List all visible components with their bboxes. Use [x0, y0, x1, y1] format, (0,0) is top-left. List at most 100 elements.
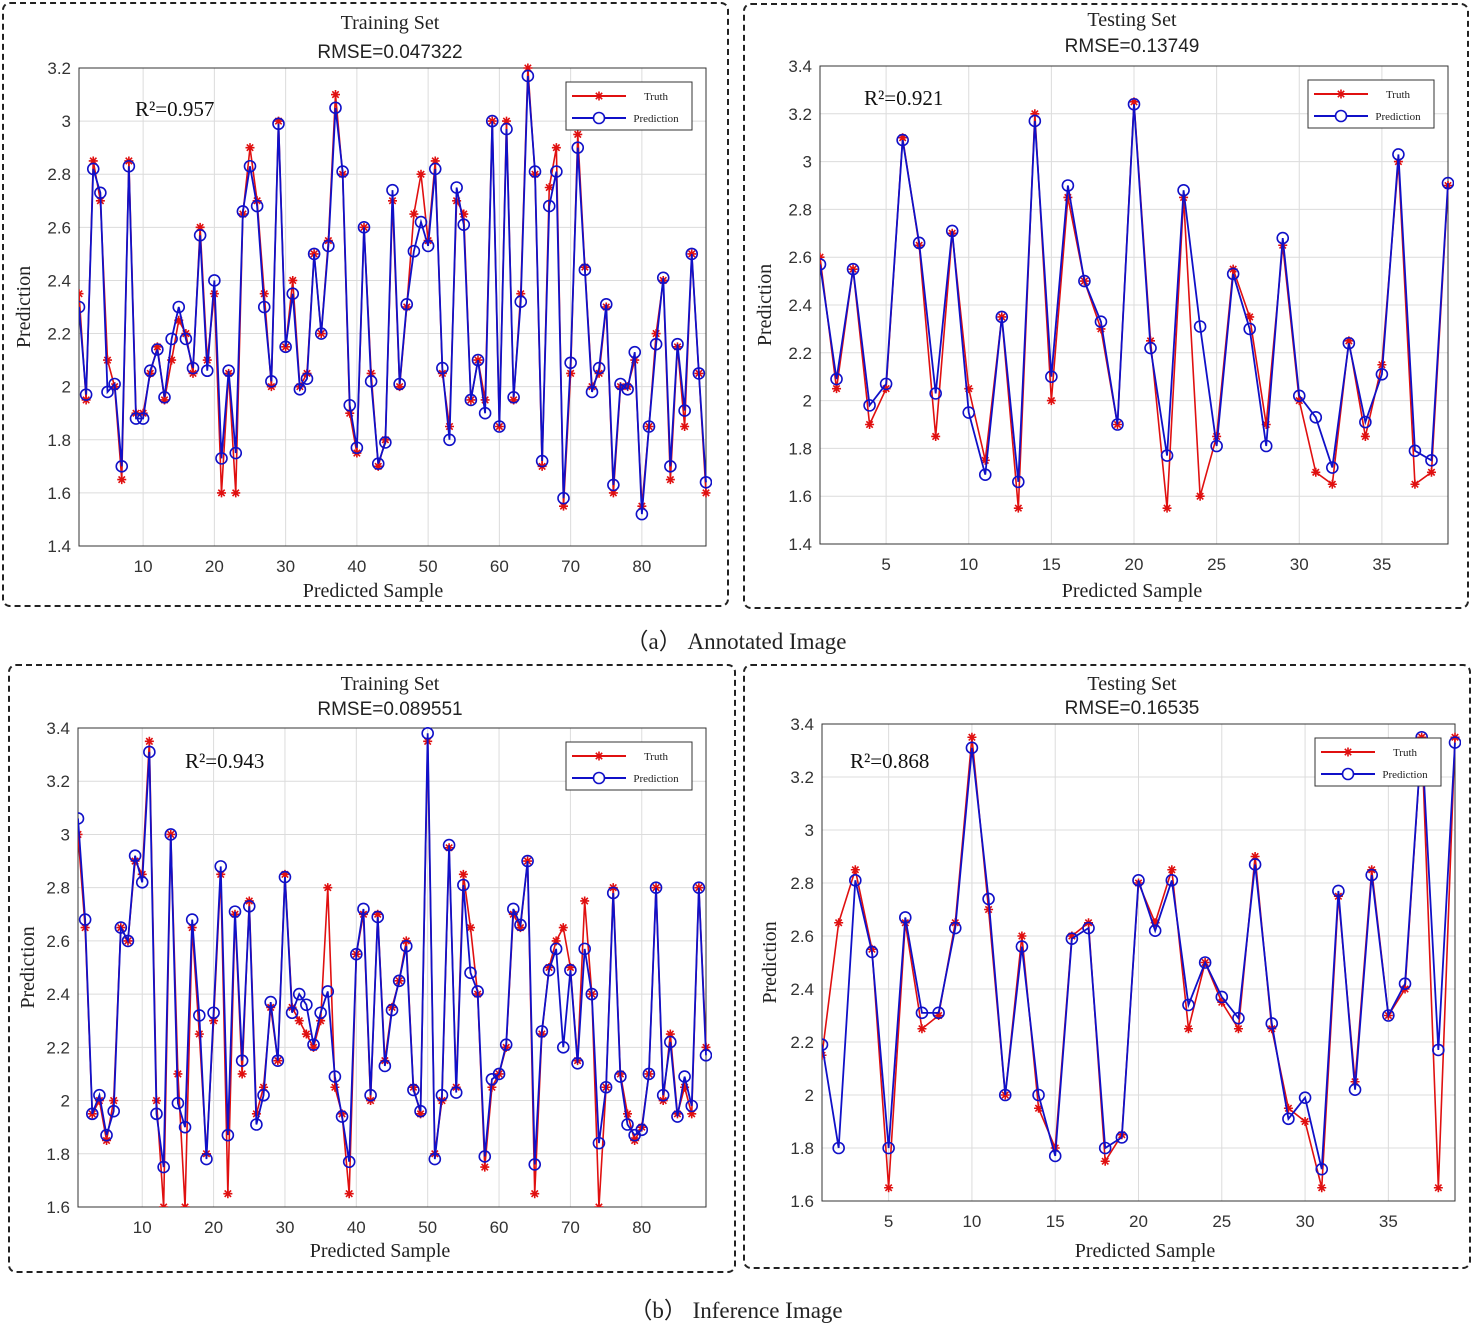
x-tick-label: 20: [205, 557, 224, 576]
legend-star-icon: [594, 751, 604, 761]
series-line-prediction: [79, 75, 707, 515]
y-tick-label: 2: [62, 378, 71, 397]
x-tick-label: 80: [632, 1218, 651, 1237]
truth-point: [231, 488, 241, 498]
prediction-point: [557, 491, 570, 505]
y-tick-label: 2.4: [46, 985, 70, 1004]
y-tick-label: 3.2: [788, 105, 812, 124]
prediction-point: [832, 1141, 845, 1155]
prediction-point: [449, 1086, 463, 1099]
prediction-point: [1432, 1043, 1445, 1057]
truth-point: [551, 143, 561, 153]
prediction-point: [1398, 977, 1412, 991]
y-tick-label: 2.8: [47, 165, 71, 184]
truth-point: [1150, 918, 1160, 928]
prediction-point: [236, 205, 250, 218]
prediction-point: [1292, 389, 1306, 403]
truth-point: [1017, 931, 1027, 941]
prediction-point: [329, 101, 342, 115]
x-tick-label: 70: [561, 557, 580, 576]
truth-point: [78, 829, 83, 839]
r-squared-annotation: R²=0.868: [850, 749, 929, 773]
legend-star-icon: [1336, 89, 1346, 99]
prediction-point: [1210, 439, 1223, 453]
prediction-point: [1065, 932, 1079, 945]
legend-circle-icon: [1334, 109, 1348, 123]
truth-point: [850, 865, 860, 875]
prediction-point: [171, 1096, 185, 1110]
truth-point: [530, 1189, 540, 1199]
prediction-point: [846, 262, 860, 276]
prediction-point: [436, 361, 449, 375]
prediction-point: [535, 454, 549, 468]
prediction-point: [500, 122, 513, 136]
prediction-point: [1326, 461, 1339, 474]
truth-point: [1096, 324, 1106, 334]
prediction-point: [521, 854, 534, 868]
prediction-point: [371, 457, 385, 470]
prediction-point: [221, 1128, 235, 1142]
truth-point: [280, 869, 290, 879]
legend: Truth Prediction: [1307, 79, 1435, 129]
prediction-point: [1032, 1088, 1045, 1102]
prediction-point: [257, 1088, 270, 1102]
prediction-point: [128, 849, 142, 863]
prediction-point: [849, 874, 862, 887]
truth-point: [832, 384, 842, 394]
prediction-point: [1243, 322, 1256, 336]
prediction-point: [193, 1009, 206, 1022]
prediction-point: [699, 475, 712, 489]
prediction-point: [1048, 1149, 1062, 1163]
truth-point: [160, 395, 169, 405]
prediction-point: [292, 987, 306, 1001]
truth-point: [1283, 1103, 1293, 1113]
chart-1: 5 10 15 20 25 30 35 1.4 1.6 1.8 2 2.2 2.4 2.6 2.8 3 3.2 3…: [754, 9, 1454, 602]
prediction-point: [635, 1123, 649, 1137]
y-tick-label: 2.6: [46, 932, 70, 951]
prediction-point: [571, 141, 585, 154]
truth-point: [1317, 1183, 1327, 1193]
prediction-point: [550, 165, 563, 178]
y-tick-label: 3.2: [47, 59, 71, 78]
prediction-point: [357, 221, 371, 234]
truth-point: [373, 909, 383, 919]
y-tick-label: 1.8: [790, 1139, 814, 1158]
prediction-point: [478, 406, 492, 420]
r-squared-annotation: R²=0.943: [185, 749, 264, 773]
y-tick-label: 2.2: [788, 344, 812, 363]
legend-label-prediction: Prediction: [633, 773, 679, 785]
prediction-point: [471, 985, 484, 998]
prediction-point: [443, 433, 456, 447]
axes-frame: [821, 723, 1456, 1202]
prediction-point: [1148, 924, 1162, 938]
legend: Truth Prediction: [565, 81, 693, 131]
prediction-point: [336, 165, 349, 178]
chart-subtitle-rmse: RMSE=0.16535: [1065, 698, 1200, 719]
prediction-point: [85, 1107, 99, 1121]
y-tick-label: 2.8: [46, 879, 70, 898]
prediction-point: [621, 383, 634, 396]
legend: Truth Prediction: [1314, 737, 1442, 787]
truth-point: [159, 1202, 169, 1207]
y-tick-label: 1.4: [788, 535, 812, 554]
truth-point: [259, 289, 269, 299]
truth-point: [466, 923, 475, 933]
truth-point: [865, 420, 875, 429]
truth-point: [409, 209, 419, 219]
prediction-point: [945, 224, 959, 238]
prediction-point: [350, 441, 364, 455]
x-tick-label: 5: [881, 555, 890, 574]
truth-point: [1195, 491, 1205, 501]
truth-point: [180, 1202, 190, 1207]
chart-subtitle-rmse: RMSE=0.13749: [1065, 36, 1200, 57]
prediction-point: [514, 295, 528, 308]
prediction-point: [78, 812, 85, 825]
truth-point: [665, 1029, 675, 1039]
truth-point: [523, 63, 533, 73]
truth-point: [608, 488, 618, 498]
y-tick-label: 3.4: [790, 715, 814, 734]
y-tick-label: 3: [61, 825, 70, 844]
y-tick-label: 2: [61, 1092, 70, 1111]
prediction-point: [357, 902, 370, 916]
